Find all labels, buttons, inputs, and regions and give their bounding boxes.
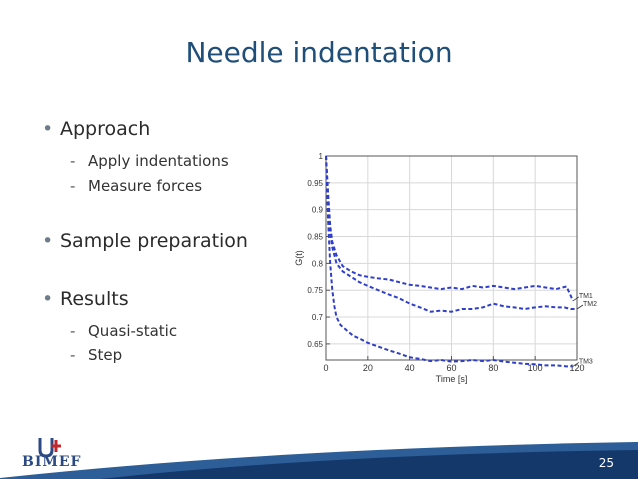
y-tick-label: 0.65	[307, 340, 323, 349]
y-tick-label: 0.95	[307, 179, 323, 188]
bimef-logo: BIMEF	[18, 436, 108, 472]
bullet-dot-icon: •	[42, 288, 54, 310]
dash-icon: -	[70, 322, 76, 340]
page-number: 25	[598, 456, 614, 470]
bullet-text: Results	[60, 288, 129, 310]
series-label-leader	[576, 304, 584, 310]
footer-wave-dark	[100, 450, 638, 479]
y-axis-label: G(t)	[294, 250, 304, 266]
sub-bullet-text: Measure forces	[88, 177, 203, 195]
y-tick-label: 0.7	[312, 313, 324, 322]
logo-mark-icon	[38, 438, 61, 458]
x-tick-label: 60	[446, 363, 456, 373]
x-tick-label: 100	[528, 363, 543, 373]
bullet-dot-icon: •	[42, 230, 54, 252]
series-label-tm3: TM3	[579, 358, 593, 365]
series-label-tm2: TM2	[583, 301, 597, 308]
series-label-tm1: TM1	[579, 293, 593, 300]
y-tick-label: 0.85	[307, 233, 323, 242]
x-tick-label: 80	[488, 363, 498, 373]
x-tick-label: 20	[363, 363, 373, 373]
sub-bullet-text: Quasi-static	[88, 322, 178, 340]
x-tick-label: 120	[569, 363, 584, 373]
sub-bullet-quasi-static: - Quasi-static	[70, 322, 177, 340]
x-axis-label: Time [s]	[436, 374, 468, 384]
sub-bullet-measure-forces: - Measure forces	[70, 177, 202, 195]
series-line-tm3	[325, 155, 573, 368]
sub-bullet-text: Apply indentations	[88, 152, 229, 170]
bullet-approach: • Approach	[42, 118, 150, 140]
chart-grid	[325, 155, 578, 360]
bullet-sample-preparation: • Sample preparation	[42, 230, 248, 252]
y-tick-label: 0.8	[312, 259, 324, 268]
sub-bullet-apply-indentations: - Apply indentations	[70, 152, 229, 170]
sub-bullet-text: Step	[88, 346, 123, 364]
series-line-tm1	[325, 155, 574, 302]
sub-bullet-step: - Step	[70, 346, 122, 364]
series-label-leader	[572, 362, 580, 367]
footer-band	[0, 442, 638, 479]
bullet-results: • Results	[42, 288, 129, 310]
y-tick-label: 1	[319, 152, 324, 161]
bullet-dot-icon: •	[42, 118, 54, 140]
series-label-leader	[572, 296, 580, 302]
logo-text: BIMEF	[22, 454, 82, 470]
slide-title: Needle indentation	[185, 36, 453, 69]
y-tick-label: 0.75	[307, 286, 323, 295]
bullet-text: Approach	[60, 118, 151, 140]
bullet-text: Sample preparation	[60, 230, 248, 252]
x-tick-label: 40	[405, 363, 415, 373]
relaxation-chart: 0 20 40 60 80 100 120 0.65 0.7 0.75 0.8 0.85 0.9 0.9…	[294, 152, 597, 384]
x-tick-label: 0	[323, 363, 328, 373]
dash-icon: -	[70, 346, 76, 364]
dash-icon: -	[70, 177, 76, 195]
y-tick-label: 0.9	[312, 206, 324, 215]
y-axis-ticks: 0.65 0.7 0.75 0.8 0.85 0.9 0.95 1	[307, 152, 330, 349]
dash-icon: -	[70, 152, 76, 170]
x-axis-ticks: 0 20 40 60 80 100 120	[323, 356, 585, 373]
